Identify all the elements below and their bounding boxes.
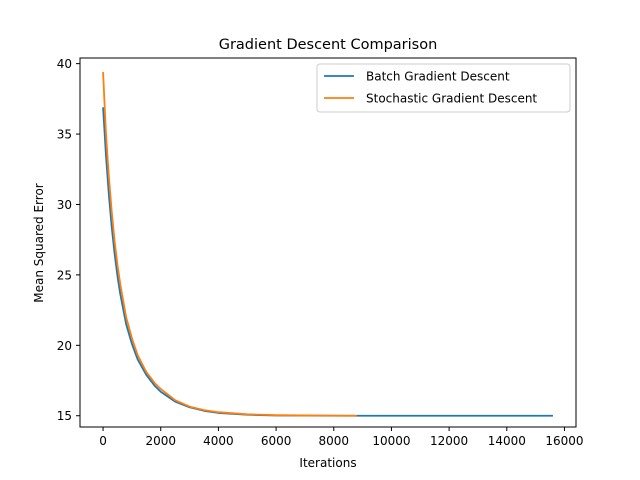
plot-area <box>102 72 553 417</box>
legend-box <box>316 63 571 113</box>
y-tick-label: 20 <box>57 339 72 353</box>
legend-label-batch: Batch Gradient Descent <box>366 70 510 84</box>
x-tick-label: 10000 <box>372 434 410 448</box>
y-tick-label: 25 <box>57 268 72 282</box>
x-axis-label: Iterations <box>299 456 356 470</box>
chart-title: Gradient Descent Comparison <box>219 37 438 53</box>
x-tick-label: 8000 <box>318 434 349 448</box>
legend: Batch Gradient Descent Stochastic Gradie… <box>316 63 571 113</box>
x-tick-label: 14000 <box>488 434 526 448</box>
y-tick-label: 40 <box>57 57 72 71</box>
x-tick-label: 4000 <box>203 434 234 448</box>
x-tick-label: 6000 <box>261 434 292 448</box>
ticks: 0 2000 4000 6000 8000 10000 12000 14000 16000 15 2… <box>57 57 584 448</box>
x-tick-label: 16000 <box>545 434 583 448</box>
x-tick-label: 0 <box>99 434 107 448</box>
series-line-stochastic <box>102 72 357 417</box>
y-tick-label: 30 <box>57 198 72 212</box>
y-tick-label: 15 <box>57 409 72 423</box>
x-tick-label: 12000 <box>430 434 468 448</box>
y-tick-label: 35 <box>57 128 72 142</box>
x-tick-label: 2000 <box>145 434 176 448</box>
axes-frame <box>79 57 577 428</box>
legend-label-stochastic: Stochastic Gradient Descent <box>366 92 537 106</box>
y-axis-label: Mean Squared Error <box>32 183 46 303</box>
